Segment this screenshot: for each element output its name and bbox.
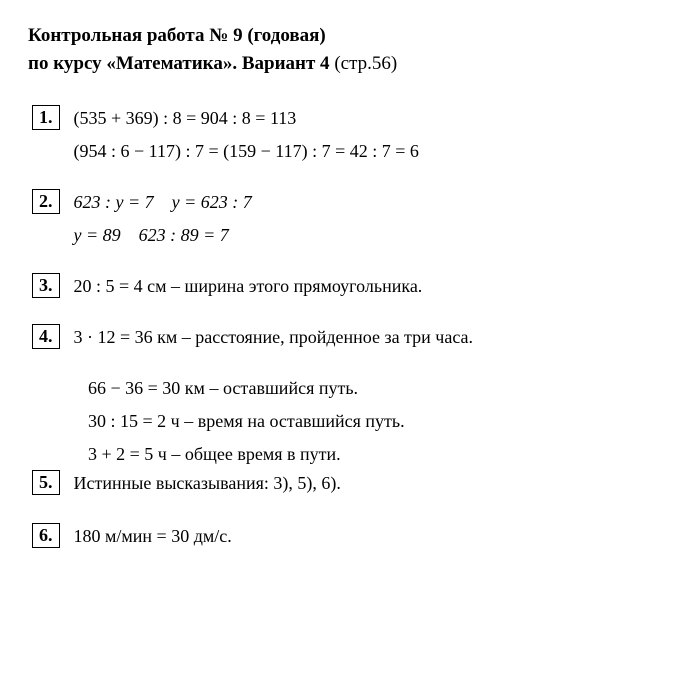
problem-5: 5. Истинные высказывания: 3), 5), 6). — [28, 470, 680, 497]
problem-body: 20 : 5 = 4 см – ширина этого прямоугольн… — [74, 273, 681, 300]
document-header: Контрольная работа № 9 (годовая) по курс… — [28, 22, 680, 77]
problem-1: 1. (535 + 369) : 8 = 904 : 8 = 113 (954 … — [28, 105, 680, 165]
problem-line: 180 м/мин = 30 дм/с. — [74, 523, 681, 550]
problem-line: y = 89 623 : 89 = 7 — [74, 222, 681, 249]
problem-number: 4. — [32, 324, 60, 349]
title-line-2-bold: по курсу «Математика». Вариант 4 — [28, 53, 330, 74]
problem-body: 180 м/мин = 30 дм/с. — [74, 523, 681, 550]
problem-number: 6. — [32, 523, 60, 548]
problem-body: Истинные высказывания: 3), 5), 6). — [74, 470, 681, 497]
problem-number: 2. — [32, 189, 60, 214]
title-line-2-page: (стр.56) — [330, 53, 398, 74]
problem-body: 3 · 12 = 36 км – расстояние, пройденное … — [74, 324, 681, 351]
problem-6: 6. 180 м/мин = 30 дм/с. — [28, 523, 680, 550]
problem-4: 4. 3 · 12 = 36 км – расстояние, пройденн… — [28, 324, 680, 351]
problem-line: 66 − 36 = 30 км – оставшийся путь. — [88, 375, 680, 402]
problem-number: 3. — [32, 273, 60, 298]
problem-line: Истинные высказывания: 3), 5), 6). — [74, 470, 681, 497]
title-line-1: Контрольная работа № 9 (годовая) — [28, 25, 326, 46]
problem-line: 30 : 15 = 2 ч – время на оставшийся путь… — [88, 408, 680, 435]
problem-4-continuation: 66 − 36 = 30 км – оставшийся путь. 30 : … — [88, 375, 680, 468]
problem-number: 5. — [32, 470, 60, 495]
header-line-1: Контрольная работа № 9 (годовая) — [28, 22, 680, 50]
problem-line: (535 + 369) : 8 = 904 : 8 = 113 — [74, 105, 681, 132]
header-line-2: по курсу «Математика». Вариант 4 (стр.56… — [28, 50, 680, 78]
problem-body: (535 + 369) : 8 = 904 : 8 = 113 (954 : 6… — [74, 105, 681, 165]
problem-line: 20 : 5 = 4 см – ширина этого прямоугольн… — [74, 273, 681, 300]
problem-line: 3 · 12 = 36 км – расстояние, пройденное … — [74, 324, 681, 351]
problem-line: 623 : y = 7 y = 623 : 7 — [74, 189, 681, 216]
problem-number: 1. — [32, 105, 60, 130]
problem-line: 3 + 2 = 5 ч – общее время в пути. — [88, 441, 680, 468]
problem-3: 3. 20 : 5 = 4 см – ширина этого прямоуго… — [28, 273, 680, 300]
problem-line: (954 : 6 − 117) : 7 = (159 − 117) : 7 = … — [74, 138, 681, 165]
problem-2: 2. 623 : y = 7 y = 623 : 7 y = 89 623 : … — [28, 189, 680, 249]
problem-body: 623 : y = 7 y = 623 : 7 y = 89 623 : 89 … — [74, 189, 681, 249]
